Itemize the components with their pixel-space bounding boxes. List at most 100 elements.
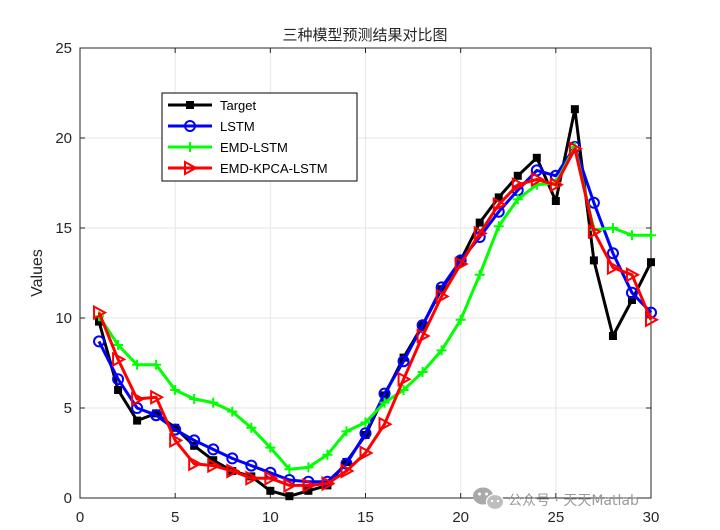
data-point bbox=[474, 269, 485, 280]
data-point bbox=[359, 445, 374, 461]
data-point bbox=[226, 463, 241, 479]
data-point bbox=[114, 386, 123, 394]
x-tick-label: 20 bbox=[452, 509, 469, 526]
data-point bbox=[627, 296, 636, 304]
x-tick-label: 30 bbox=[643, 509, 660, 526]
data-point bbox=[549, 177, 564, 193]
y-tick-label: 10 bbox=[55, 310, 72, 327]
data-point bbox=[454, 256, 469, 272]
x-tick-label: 15 bbox=[357, 509, 374, 526]
data-point bbox=[188, 434, 201, 447]
data-point bbox=[340, 463, 355, 479]
data-point bbox=[112, 373, 125, 386]
axis-ticks: 0 5 10 15 20 25 30 0 5 10 15 20 25 bbox=[55, 40, 659, 526]
legend-item: LSTM bbox=[168, 119, 255, 134]
data-point bbox=[245, 459, 258, 472]
data-point bbox=[93, 335, 106, 348]
data-point bbox=[646, 230, 656, 241]
data-point bbox=[131, 391, 146, 407]
series-line bbox=[97, 145, 651, 471]
data-point bbox=[379, 397, 390, 408]
data-point bbox=[530, 171, 545, 188]
data-point bbox=[151, 359, 162, 370]
data-point bbox=[113, 340, 124, 350]
data-point bbox=[208, 397, 219, 408]
x-tick-label: 25 bbox=[547, 509, 564, 526]
data-point bbox=[360, 417, 371, 428]
y-tick-label: 5 bbox=[64, 400, 72, 417]
data-point bbox=[207, 443, 220, 456]
data-point bbox=[589, 256, 598, 265]
data-point bbox=[303, 462, 314, 473]
data-point bbox=[397, 371, 412, 387]
legend-item: EMD-LSTM bbox=[168, 140, 288, 155]
chart-title: 三种模型预测结果对比图 bbox=[282, 26, 447, 44]
data-point bbox=[625, 286, 638, 299]
data-point bbox=[302, 477, 317, 494]
data-point bbox=[647, 258, 655, 267]
data-point bbox=[283, 477, 298, 494]
legend-label: EMD-LSTM bbox=[220, 140, 288, 155]
data-point bbox=[321, 475, 336, 492]
data-point bbox=[532, 153, 541, 162]
series-lstm bbox=[93, 141, 657, 488]
data-point bbox=[284, 464, 295, 475]
data-point bbox=[245, 470, 260, 486]
x-tick-label: 0 bbox=[76, 509, 84, 526]
data-point bbox=[359, 427, 372, 440]
data-point bbox=[266, 486, 275, 495]
series-emd-kpca-lstm bbox=[93, 141, 660, 494]
wechat-icon bbox=[473, 487, 505, 511]
data-point bbox=[246, 422, 257, 433]
watermark-text: 公众号 · 天天Matlab bbox=[508, 493, 639, 509]
data-point bbox=[608, 332, 617, 340]
data-point bbox=[416, 328, 431, 344]
data-point bbox=[186, 101, 194, 109]
data-point bbox=[568, 141, 583, 157]
data-point bbox=[378, 416, 393, 432]
legend-label: EMD-KPCA-LSTM bbox=[220, 161, 328, 176]
data-point bbox=[436, 345, 447, 356]
data-point bbox=[435, 288, 450, 305]
data-point bbox=[189, 394, 200, 404]
data-point bbox=[133, 416, 142, 425]
data-point bbox=[285, 492, 294, 501]
series-group bbox=[93, 105, 660, 501]
legend-label: LSTM bbox=[220, 119, 255, 134]
data-point bbox=[607, 223, 618, 233]
data-point bbox=[397, 355, 410, 368]
legend-label: Target bbox=[220, 98, 257, 113]
data-point bbox=[473, 225, 488, 242]
y-tick-label: 25 bbox=[55, 40, 72, 57]
data-point bbox=[417, 367, 428, 377]
data-point bbox=[606, 259, 622, 276]
data-point bbox=[150, 409, 163, 422]
data-point bbox=[626, 230, 637, 241]
data-point bbox=[587, 223, 602, 240]
data-point bbox=[511, 177, 526, 193]
data-point bbox=[570, 105, 579, 114]
y-tick-label: 15 bbox=[55, 220, 72, 237]
data-point bbox=[492, 196, 507, 213]
data-point bbox=[184, 120, 196, 132]
y-axis-label: Values bbox=[29, 249, 46, 297]
data-point bbox=[169, 432, 184, 449]
data-point bbox=[265, 442, 276, 453]
data-point bbox=[645, 312, 660, 328]
x-tick-label: 10 bbox=[262, 509, 279, 526]
data-point bbox=[184, 160, 199, 176]
x-tick-label: 5 bbox=[171, 509, 179, 526]
legend: Target LSTM EMD-LSTM EMD-KPCA-LSTM bbox=[161, 92, 358, 182]
data-point bbox=[207, 457, 222, 474]
data-point bbox=[170, 385, 181, 395]
data-point bbox=[606, 247, 619, 260]
data-point bbox=[455, 314, 466, 325]
data-point bbox=[625, 267, 641, 283]
data-point bbox=[512, 194, 523, 205]
data-point bbox=[322, 449, 333, 460]
data-point bbox=[551, 197, 560, 205]
data-point bbox=[226, 452, 239, 465]
data-point bbox=[264, 470, 279, 486]
data-point bbox=[188, 456, 203, 472]
